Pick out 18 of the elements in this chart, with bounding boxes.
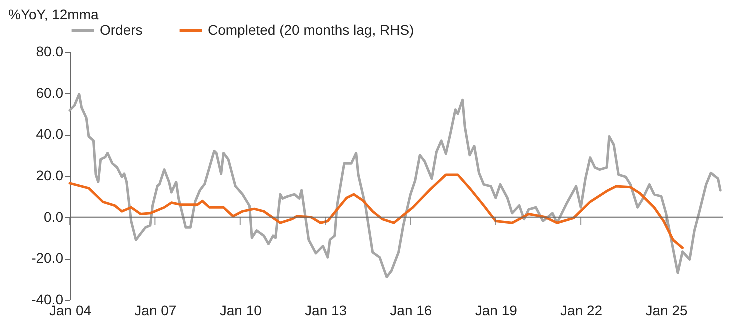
- x-tick-label: Jan 25: [646, 302, 688, 318]
- x-tick-label: Jan 22: [560, 302, 603, 318]
- x-tick-label: Jan 19: [475, 302, 518, 318]
- y-tick-label: 40.0: [36, 126, 64, 142]
- line-series: [68, 174, 684, 250]
- x-tick-label: Jan 10: [220, 302, 262, 318]
- y-tick-label: 20.0: [36, 168, 64, 184]
- line-series: [68, 93, 722, 279]
- y-tick-label: 60.0: [36, 84, 64, 101]
- x-tick-label: Jan 07: [134, 302, 177, 318]
- y-tick-label: 80.0: [36, 44, 64, 60]
- legend-label: Completed (20 months lag, RHS): [208, 22, 414, 38]
- y-tick-label: 0.0: [44, 208, 64, 225]
- y-tick-label: -20.0: [32, 250, 64, 266]
- x-tick-label: Jan 13: [305, 302, 348, 318]
- legend-label: Orders: [100, 22, 143, 38]
- x-tick-label: Jan 16: [390, 302, 432, 318]
- y-axis-title: %YoY, 12mma: [8, 6, 99, 22]
